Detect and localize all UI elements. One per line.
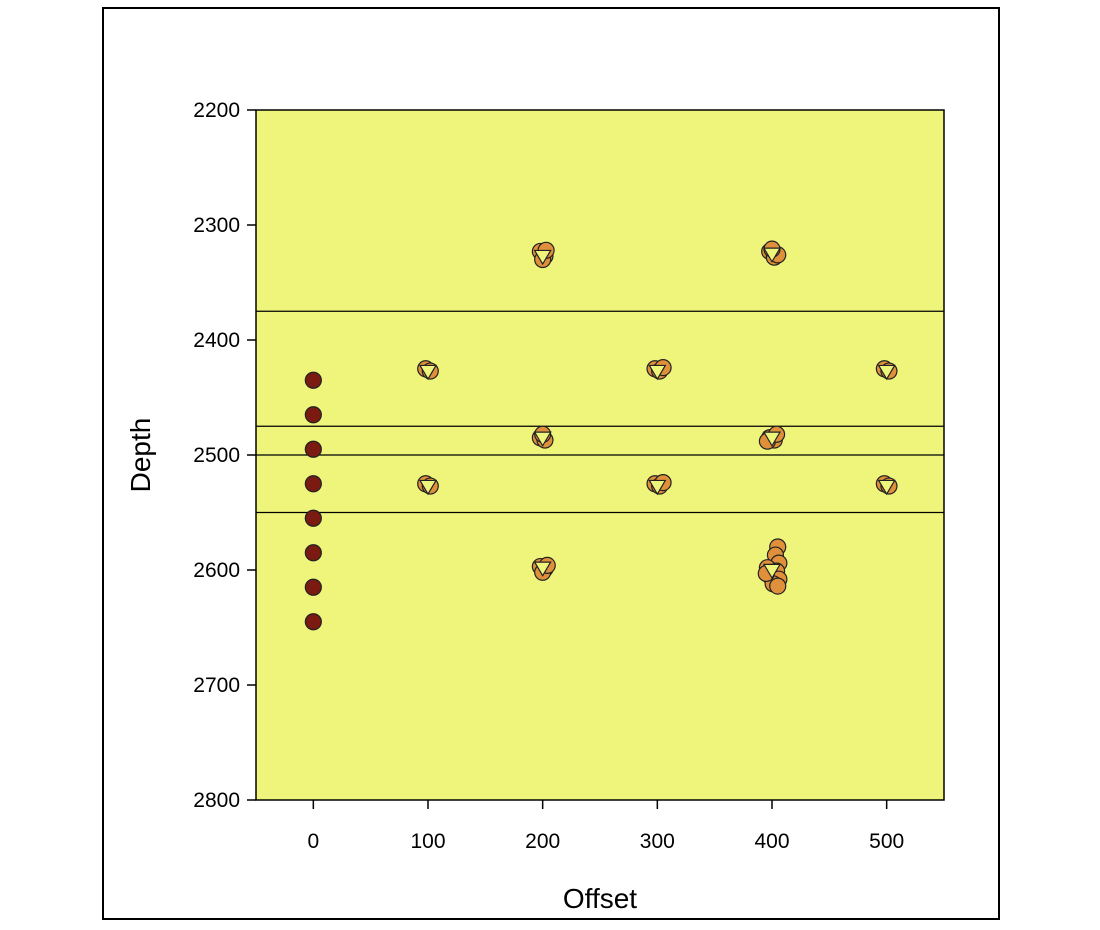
y-tick-label: 2500 [193, 444, 240, 467]
x-tick-label: 200 [525, 830, 560, 853]
y-tick-label: 2300 [193, 214, 240, 237]
x-tick-label: 500 [869, 830, 904, 853]
triangle-marker [648, 364, 667, 381]
triangle-marker [533, 561, 552, 577]
y-tick-label: 2200 [193, 99, 240, 122]
data-point [304, 475, 322, 493]
triangle-marker [877, 479, 896, 496]
data-point [769, 577, 787, 595]
triangle-marker [762, 563, 782, 580]
triangle-marker [762, 431, 782, 447]
y-tick-label: 2800 [193, 789, 240, 812]
horizontal-lines [256, 310, 944, 514]
triangle-marker [877, 364, 896, 381]
y-axis-title: Depth [125, 418, 156, 493]
data-point [304, 544, 322, 562]
x-tick-label: 0 [307, 830, 319, 853]
x-tick-label: 100 [410, 830, 445, 853]
triangle-marker [648, 479, 667, 496]
triangle-marker [533, 431, 552, 447]
triangle-marker [762, 247, 782, 263]
x-axis: 0 100 200 300 400 500 [307, 800, 904, 853]
x-tick-label: 400 [754, 830, 789, 853]
y-tick-label: 2600 [193, 559, 240, 582]
y-tick-label: 2700 [193, 674, 240, 697]
data-point [304, 371, 322, 389]
y-tick-label: 2400 [193, 329, 240, 352]
data-point [304, 406, 322, 424]
triangle-marker [418, 479, 438, 496]
triangle-marker [533, 249, 552, 266]
data-point [304, 613, 322, 631]
data-point [304, 578, 322, 596]
triangle-marker [418, 364, 438, 381]
data-point [304, 440, 322, 458]
x-axis-title: Offset [563, 883, 637, 914]
x-tick-label: 300 [640, 830, 675, 853]
y-axis: 2200 2300 2400 2500 2600 2700 2800 [193, 99, 256, 812]
data-markers [304, 240, 898, 631]
data-point [304, 509, 322, 527]
